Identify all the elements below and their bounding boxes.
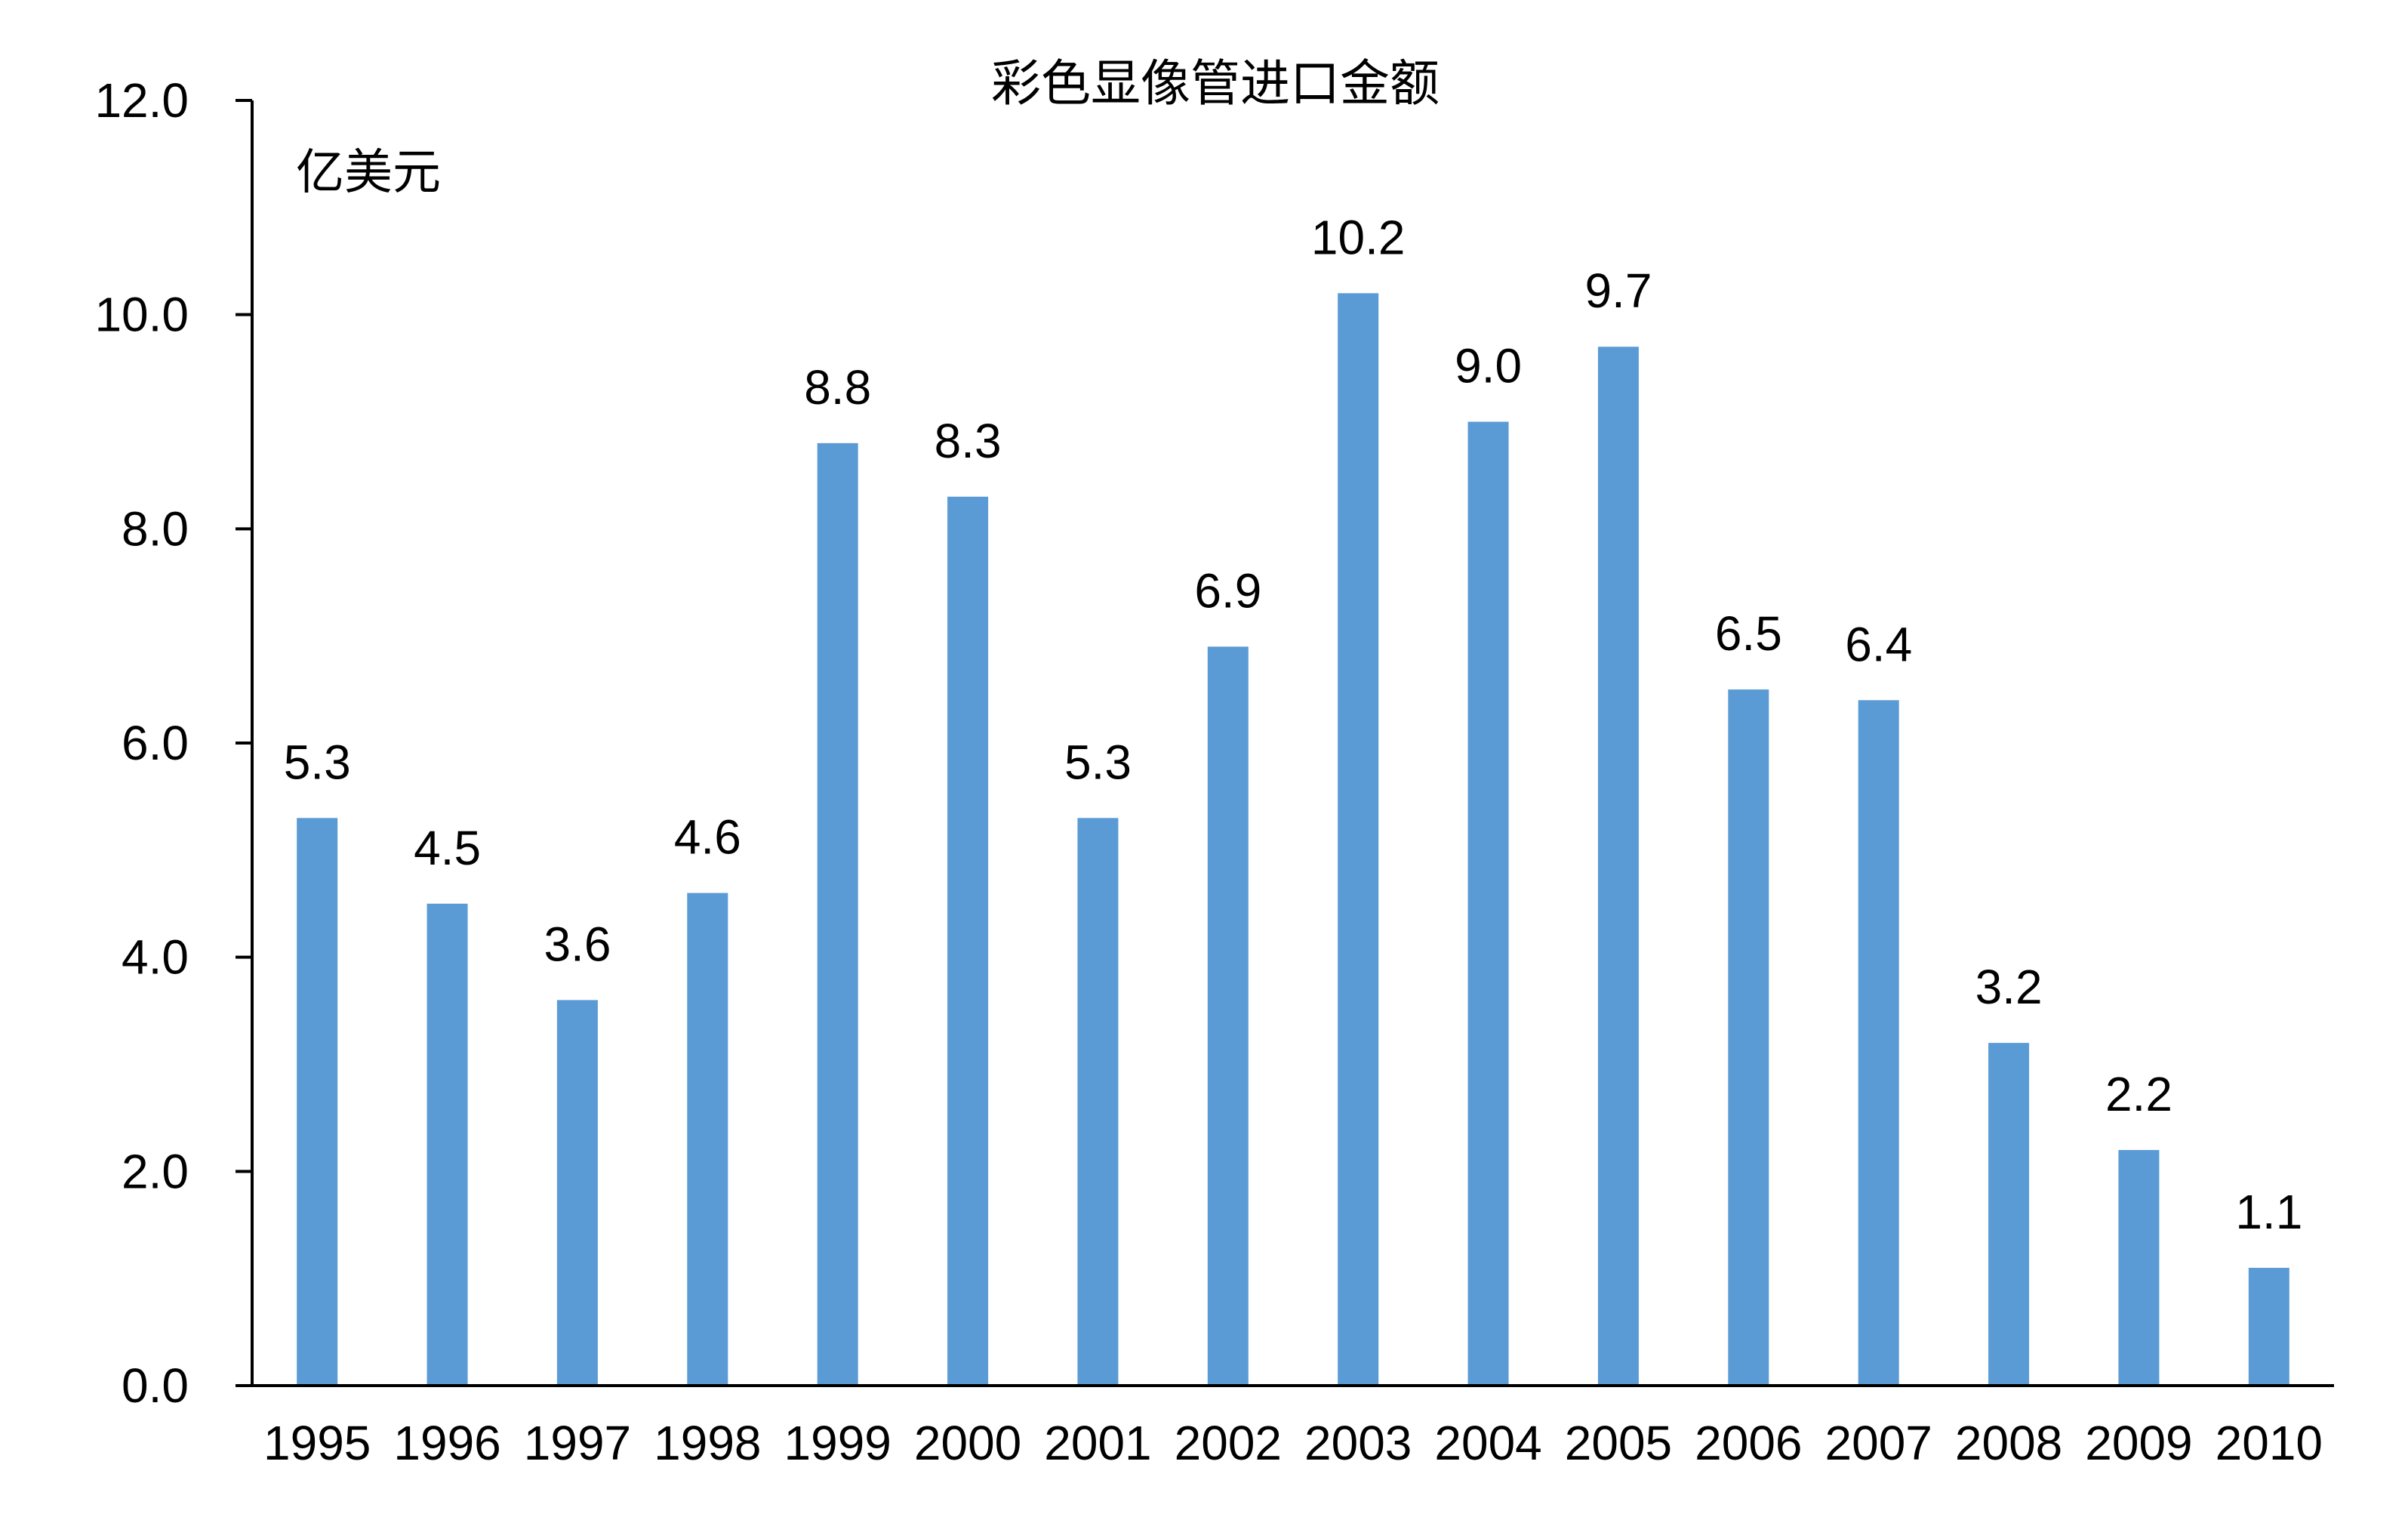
x-tick-label-2006: 2006	[1695, 1416, 1802, 1470]
bar-1997	[556, 1000, 598, 1386]
y-axis-unit-label: 亿美元	[296, 145, 441, 201]
data-label-2005: 9.7	[1584, 264, 1652, 318]
x-tick-label-2001: 2001	[1044, 1416, 1151, 1470]
x-tick-label-1996: 1996	[393, 1416, 500, 1470]
x-tick-label-2000: 2000	[914, 1416, 1021, 1470]
y-tick-label: 8.0	[122, 501, 189, 556]
data-labels: 5.3 4.5 3.6 4.6 8.8 8.3 5.3 6.9 10.2 9.0 9.7 6.5 6.4…	[284, 210, 2303, 1239]
y-axis-ticks: 0.0 2.0 4.0 6.0 8.0 10.0 12.0	[94, 73, 252, 1413]
x-tick-label-2010: 2010	[2216, 1416, 2323, 1470]
x-tick-label-2004: 2004	[1434, 1416, 1541, 1470]
x-tick-label-2009: 2009	[2085, 1416, 2192, 1470]
bar-2004	[1467, 421, 1509, 1386]
bars	[297, 293, 2289, 1386]
bar-2002	[1207, 646, 1249, 1386]
x-tick-label-2008: 2008	[1955, 1416, 2062, 1470]
bar-2003	[1338, 293, 1379, 1386]
y-tick-label: 4.0	[122, 930, 189, 985]
bar-2010	[2248, 1267, 2289, 1386]
data-label-2004: 9.0	[1455, 339, 1522, 393]
data-label-2003: 10.2	[1311, 210, 1406, 264]
data-label-1996: 4.5	[414, 821, 481, 875]
bar-2006	[1728, 689, 1769, 1386]
data-label-2006: 6.5	[1715, 606, 1782, 661]
y-tick-label: 6.0	[122, 716, 189, 770]
x-axis-ticks: 1995 1996 1997 1998 1999 2000 2001 2002 2003 2004…	[263, 1416, 2323, 1470]
x-tick-label-2005: 2005	[1565, 1416, 1672, 1470]
bar-1996	[426, 903, 468, 1386]
y-tick-label: 0.0	[122, 1358, 189, 1413]
data-label-2001: 5.3	[1064, 735, 1132, 789]
data-label-1995: 5.3	[284, 735, 351, 789]
data-label-2010: 1.1	[2235, 1185, 2302, 1239]
x-tick-label-2007: 2007	[1825, 1416, 1932, 1470]
data-label-2009: 2.2	[2105, 1067, 2172, 1121]
x-tick-label-1998: 1998	[654, 1416, 761, 1470]
bar-1998	[687, 893, 728, 1386]
x-tick-label-1999: 1999	[784, 1416, 891, 1470]
data-label-2002: 6.9	[1194, 563, 1261, 618]
x-tick-label-1997: 1997	[524, 1416, 631, 1470]
data-label-1997: 3.6	[543, 917, 611, 971]
bar-1999	[817, 442, 858, 1386]
data-label-1999: 8.8	[804, 360, 871, 415]
y-tick-label: 12.0	[94, 73, 189, 128]
data-label-2008: 3.2	[1975, 960, 2043, 1014]
x-tick-label-2002: 2002	[1175, 1416, 1282, 1470]
chart-title: 彩色显像管进口金额	[991, 54, 1440, 113]
bar-2000	[947, 496, 989, 1386]
y-tick-label: 2.0	[122, 1144, 189, 1198]
bar-2001	[1077, 818, 1119, 1386]
data-label-2000: 8.3	[935, 414, 1002, 468]
x-tick-label-1995: 1995	[263, 1416, 371, 1470]
data-label-1998: 4.6	[674, 810, 741, 865]
bar-1995	[297, 818, 338, 1386]
bar-2009	[2118, 1149, 2160, 1386]
bar-2008	[1988, 1043, 2030, 1386]
bar-2007	[1858, 700, 1899, 1386]
data-label-2007: 6.4	[1845, 617, 1912, 671]
bar-2005	[1597, 347, 1639, 1386]
y-tick-label: 10.0	[94, 288, 189, 342]
x-tick-label-2003: 2003	[1304, 1416, 1412, 1470]
